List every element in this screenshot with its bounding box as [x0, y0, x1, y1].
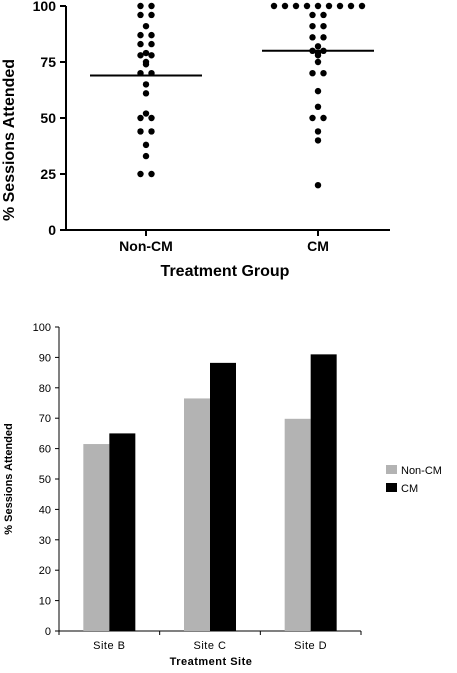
- dot-plot-point: [320, 11, 327, 19]
- dot-plot-point: [142, 152, 150, 160]
- dot-plot-point: [137, 170, 144, 178]
- dot-plot-point: [309, 70, 316, 77]
- dot-plot-point: [142, 58, 150, 66]
- dot-plot-point: [358, 2, 366, 10]
- bar-chart-y-tick-label: 30: [39, 535, 51, 547]
- dot-plot-point: [314, 58, 322, 66]
- dot-plot-point: [314, 137, 322, 144]
- dot-plot-point: [142, 90, 150, 97]
- dot-plot-point: [347, 2, 355, 10]
- dot-plot-y-tick-label: 75: [40, 54, 56, 70]
- dot-plot-point: [314, 2, 322, 10]
- bar-chart-y-tick-label: 100: [33, 322, 51, 334]
- dot-plot-point: [148, 170, 155, 178]
- dot-plot-point: [320, 34, 327, 41]
- dot-plot-point: [148, 114, 155, 122]
- legend-label-non-cm: Non-CM: [401, 465, 442, 477]
- bar-chart-x-axis-label: Treatment Site: [170, 656, 253, 668]
- dot-plot-point: [137, 114, 144, 122]
- bar-chart-y-tick-label: 60: [39, 444, 51, 456]
- legend-swatch-cm: [386, 483, 397, 492]
- bar-cm-site-c: [210, 362, 236, 631]
- bar-chart-bars: [83, 354, 337, 631]
- dot-plot-point: [148, 31, 155, 39]
- dot-plot-y-tick-label: 0: [48, 222, 56, 238]
- dot-plot-point: [314, 87, 322, 95]
- bar-chart-y-tick-label: 90: [39, 352, 51, 364]
- bar-non-cm-site-b: [83, 444, 110, 631]
- dot-plot-point: [314, 103, 322, 111]
- dot-plot-y-tick-label: 50: [40, 110, 56, 126]
- dot-plot-point: [148, 128, 155, 135]
- dot-plot-point: [270, 2, 278, 10]
- bar-chart-y-tick-label: 40: [39, 504, 51, 516]
- bar-chart-legend: Non-CM CM: [386, 465, 442, 495]
- bar-non-cm-site-d: [284, 418, 311, 631]
- dot-plot-point: [314, 182, 322, 189]
- dot-plot-x-tick-label: Non-CM: [119, 238, 173, 254]
- dot-plot-point: [148, 11, 155, 19]
- dot-plot-point: [142, 110, 150, 117]
- legend-swatch-non-cm: [386, 465, 397, 474]
- dot-plot-point: [148, 40, 155, 48]
- dot-plot-point: [142, 49, 150, 57]
- dot-plot-point: [142, 141, 150, 149]
- dot-plot-means: [90, 49, 374, 77]
- dot-plot-point: [303, 2, 311, 10]
- dot-plot-point: [325, 2, 333, 10]
- dot-plot-y-tick-label: 100: [33, 0, 57, 14]
- dot-plot-y-tick-label: 25: [40, 166, 56, 182]
- bar-chart-y-ticks: 0 10 20 30 40 50 60 70 80 90 100: [33, 322, 59, 638]
- dot-plot-point: [309, 22, 316, 30]
- dot-plot-point: [148, 52, 155, 59]
- bar-chart-y-tick-label: 70: [39, 413, 51, 425]
- bar-chart-x-ticks: Site B Site C Site D: [58, 631, 362, 652]
- dot-plot-y-axis-label: % Sessions Attended: [1, 59, 18, 221]
- dot-plot-point: [309, 11, 316, 19]
- dot-plot-point: [320, 22, 327, 30]
- dot-plot-x-ticks: Non-CM CM: [119, 230, 329, 254]
- dot-plot-point: [336, 2, 344, 10]
- dot-plot-point: [314, 43, 322, 50]
- dot-plot-point: [137, 11, 144, 19]
- dot-plot-point: [142, 81, 150, 88]
- dot-plot-point: [320, 114, 327, 122]
- bar-chart-x-tick-label: Site B: [93, 640, 125, 652]
- dot-plot-point: [292, 2, 300, 10]
- dot-plot-points: [137, 2, 366, 189]
- bar-chart-x-tick-label: Site D: [294, 640, 327, 652]
- dot-plot-point: [314, 128, 322, 135]
- dot-plot-x-tick-label: CM: [307, 238, 329, 254]
- dot-plot-point: [142, 22, 150, 30]
- bar-cm-site-d: [310, 354, 337, 631]
- bar-chart-y-tick-label: 80: [39, 383, 51, 395]
- dot-plot-point: [281, 2, 289, 10]
- bar-chart-y-axis-label: % Sessions Attended: [3, 423, 15, 534]
- dot-plot-point: [137, 40, 144, 48]
- bar-chart-x-tick-label: Site C: [194, 640, 227, 652]
- legend-label-cm: CM: [401, 483, 418, 495]
- bar-chart-y-tick-label: 10: [39, 596, 51, 608]
- bar-chart-y-tick-label: 50: [39, 474, 51, 486]
- dot-plot-y-ticks: 0 25 50 75 100: [33, 0, 66, 238]
- dot-plot-point: [309, 114, 316, 122]
- bar-chart-y-tick-label: 0: [45, 626, 51, 638]
- bar-non-cm-site-c: [184, 398, 210, 631]
- dot-plot-point: [137, 2, 144, 10]
- dot-plot-point: [137, 31, 144, 39]
- bar-chart-y-tick-label: 20: [39, 565, 51, 577]
- dot-plot-point: [137, 128, 144, 135]
- dot-plot-point: [320, 70, 327, 77]
- dot-plot-x-axis-label: Treatment Group: [161, 263, 290, 280]
- dot-plot-point: [137, 52, 144, 59]
- dot-plot-point: [309, 34, 316, 41]
- bar-cm-site-b: [109, 433, 136, 631]
- dot-plot-point: [148, 2, 155, 10]
